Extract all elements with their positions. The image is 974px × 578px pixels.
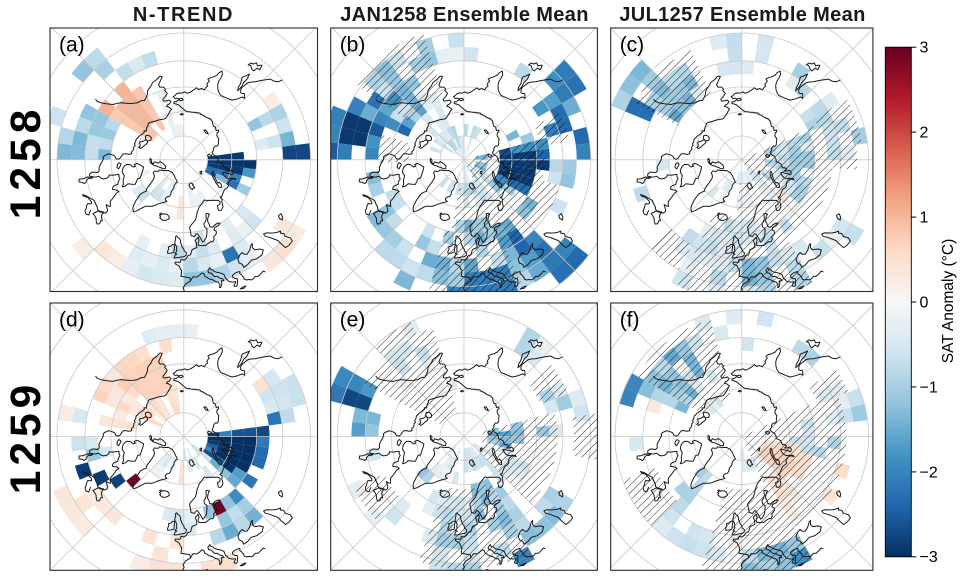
svg-text:2: 2 xyxy=(920,125,929,142)
svg-text:JUL1257 Ensemble Mean: JUL1257 Ensemble Mean xyxy=(619,4,865,26)
svg-text:N-TREND: N-TREND xyxy=(133,4,234,26)
svg-text:(a): (a) xyxy=(59,34,85,57)
svg-text:−1: −1 xyxy=(920,379,938,396)
svg-text:(e): (e) xyxy=(340,309,366,332)
svg-text:(f): (f) xyxy=(620,309,640,332)
svg-text:(b): (b) xyxy=(340,34,366,57)
svg-text:JAN1258 Ensemble Mean: JAN1258 Ensemble Mean xyxy=(340,4,589,26)
svg-text:1: 1 xyxy=(920,210,929,227)
svg-text:1259: 1259 xyxy=(3,380,50,495)
svg-text:SAT Anomaly (°C): SAT Anomaly (°C) xyxy=(940,239,957,364)
svg-text:(d): (d) xyxy=(59,309,85,332)
svg-text:1258: 1258 xyxy=(3,105,50,220)
svg-text:(c): (c) xyxy=(620,34,645,57)
svg-text:−3: −3 xyxy=(920,549,938,566)
svg-text:0: 0 xyxy=(920,294,929,311)
svg-text:−2: −2 xyxy=(920,464,938,481)
svg-text:3: 3 xyxy=(920,40,929,57)
